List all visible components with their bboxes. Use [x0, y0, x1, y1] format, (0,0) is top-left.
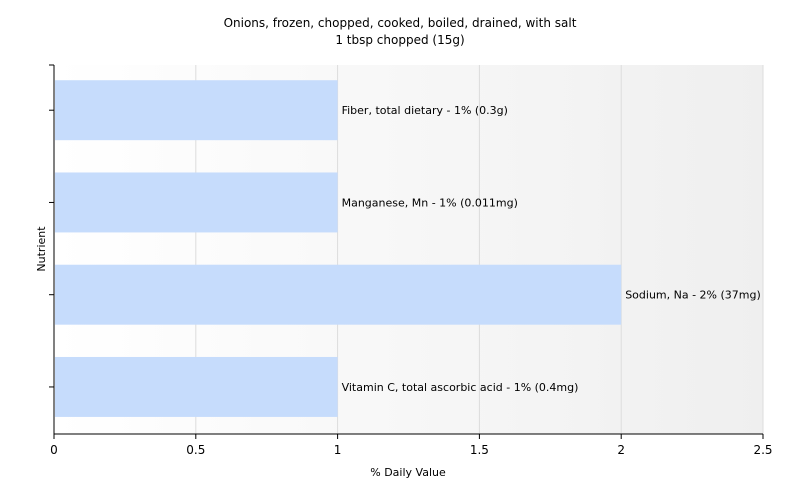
- x-tick-label: 2.5: [753, 443, 772, 457]
- bar: [55, 264, 622, 325]
- x-tick-label: 0: [50, 443, 58, 457]
- bar: [55, 80, 338, 141]
- chart-subtitle: 1 tbsp chopped (15g): [335, 33, 464, 47]
- x-axis-title: % Daily Value: [370, 466, 446, 479]
- axes: [53, 65, 763, 435]
- bar: [55, 172, 338, 233]
- bar-value-label: Vitamin C, total ascorbic acid - 1% (0.4…: [342, 381, 579, 394]
- bar: [55, 356, 338, 417]
- x-tick-label: 0.5: [186, 443, 205, 457]
- y-axis-title: Nutrient: [35, 226, 48, 272]
- ticks: 0 0.5 1 1.5 2 2.5: [49, 64, 773, 457]
- x-tick-label: 1: [334, 443, 342, 457]
- bar-value-label: Fiber, total dietary - 1% (0.3g): [342, 104, 508, 117]
- x-tick-label: 2: [617, 443, 625, 457]
- bar-value-label: Sodium, Na - 2% (37mg): [625, 289, 761, 302]
- bars: Fiber, total dietary - 1% (0.3g) Manganes…: [55, 80, 761, 417]
- bar-value-label: Manganese, Mn - 1% (0.011mg): [342, 196, 518, 209]
- chart-title: Onions, frozen, chopped, cooked, boiled,…: [224, 16, 577, 30]
- x-tick-label: 1.5: [470, 443, 489, 457]
